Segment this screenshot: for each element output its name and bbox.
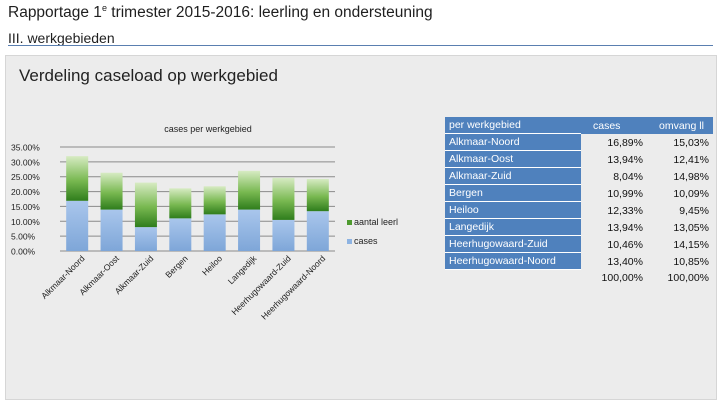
bar-aantal-leerl bbox=[203, 186, 226, 215]
legend-swatch bbox=[347, 220, 352, 225]
data-table: per werkgebied cases omvang ll Alkmaar-N… bbox=[445, 117, 713, 286]
table-row: Langedijk 13,94% 13,05% bbox=[445, 219, 713, 236]
x-tick-label: Heerhugowaard-Zuid bbox=[229, 253, 293, 317]
table-header-row: per werkgebied cases omvang ll bbox=[445, 117, 713, 134]
table-cell-cases: 13,40% bbox=[607, 255, 643, 268]
table-header-region: per werkgebied bbox=[445, 117, 581, 134]
table-cell-omvang: 14,98% bbox=[673, 170, 709, 183]
table-row: Heerhugowaard-Zuid 10,46% 14,15% bbox=[445, 236, 713, 253]
bar-aantal-leerl bbox=[134, 182, 157, 228]
legend-label: aantal leerl bbox=[354, 217, 398, 227]
bar-aantal-leerl bbox=[66, 156, 89, 201]
bar-cases bbox=[66, 200, 89, 251]
table-row: Alkmaar-Zuid 8,04% 14,98% bbox=[445, 168, 713, 185]
table-row: Alkmaar-Oost 13,94% 12,41% bbox=[445, 151, 713, 168]
bar-cases bbox=[134, 227, 157, 251]
y-tick-label: 0.00% bbox=[11, 247, 36, 257]
x-tick-label: Heiloo bbox=[200, 253, 224, 277]
bar-aantal-leerl bbox=[169, 188, 192, 219]
y-tick-label: 30.00% bbox=[11, 157, 40, 167]
table-cell-region: Heerhugowaard-Zuid bbox=[445, 236, 581, 253]
y-tick-label: 20.00% bbox=[11, 187, 40, 197]
bar-cases bbox=[306, 211, 329, 251]
table-cell-omvang: 12,41% bbox=[673, 153, 709, 166]
y-tick-label: 10.00% bbox=[11, 217, 40, 227]
table-row: Heerhugowaard-Noord 13,40% 10,85% bbox=[445, 253, 713, 270]
table-cell-region: Bergen bbox=[445, 185, 581, 202]
y-tick-label: 25.00% bbox=[11, 172, 40, 182]
table-cell-region: Heiloo bbox=[445, 202, 581, 219]
bar-aantal-leerl bbox=[306, 178, 329, 212]
bar-aantal-leerl bbox=[100, 172, 123, 210]
table-cell-cases: 13,94% bbox=[607, 221, 643, 234]
table-total-cases: 100,00% bbox=[601, 272, 643, 284]
table-total-omvang: 100,00% bbox=[667, 272, 709, 284]
page-title: Rapportage 1e trimester 2015-2016: leerl… bbox=[8, 3, 433, 22]
header-divider bbox=[8, 45, 713, 46]
legend-swatch bbox=[347, 239, 352, 244]
table-cell-cases: 12,33% bbox=[607, 204, 643, 217]
table-total-row: 100,00% 100,00% bbox=[445, 270, 713, 286]
x-tick-label: Bergen bbox=[163, 253, 190, 280]
table-cell-omvang: 10,85% bbox=[673, 255, 709, 268]
table-cell-region: Alkmaar-Zuid bbox=[445, 168, 581, 185]
bar-cases bbox=[100, 209, 123, 251]
table-row: Bergen 10,99% 10,09% bbox=[445, 185, 713, 202]
bar-cases bbox=[169, 218, 192, 251]
bar-cases bbox=[238, 209, 261, 251]
table-cell-region: Alkmaar-Oost bbox=[445, 151, 581, 168]
page-subtitle: III. werkgebieden bbox=[8, 30, 115, 46]
table-header-omvang: omvang ll bbox=[655, 117, 713, 134]
x-tick-label: Langedijk bbox=[226, 253, 259, 286]
bar-aantal-leerl bbox=[238, 170, 261, 210]
table-header-cases: cases bbox=[589, 117, 647, 134]
table-cell-region: Alkmaar-Noord bbox=[445, 134, 581, 151]
y-tick-label: 15.00% bbox=[11, 202, 40, 212]
x-tick-label: Heerhugowaard-Noord bbox=[259, 253, 327, 321]
table-row: Alkmaar-Noord 16,89% 15,03% bbox=[445, 134, 713, 151]
bar-cases bbox=[203, 214, 226, 251]
stacked-bar-chart: cases per werkgebied 0.00% 5.00% 10.00% 15.… bbox=[11, 124, 398, 322]
table-cell-omvang: 9,45% bbox=[679, 204, 709, 217]
bar-aantal-leerl bbox=[272, 177, 295, 220]
table-cell-omvang: 13,05% bbox=[673, 221, 709, 234]
panel-title: Verdeling caseload op werkgebied bbox=[19, 66, 278, 85]
table-cell-region: Langedijk bbox=[445, 219, 581, 236]
table-row: Heiloo 12,33% 9,45% bbox=[445, 202, 713, 219]
table-cell-omvang: 15,03% bbox=[673, 136, 709, 149]
table-cell-cases: 16,89% bbox=[607, 136, 643, 149]
table-cell-cases: 13,94% bbox=[607, 153, 643, 166]
legend-label: cases bbox=[354, 236, 378, 246]
bar-cases bbox=[272, 219, 295, 251]
table-cell-cases: 10,46% bbox=[607, 238, 643, 251]
table-cell-region: Heerhugowaard-Noord bbox=[445, 253, 581, 270]
table-cell-omvang: 14,15% bbox=[673, 238, 709, 251]
chart-title: cases per werkgebied bbox=[164, 124, 252, 134]
table-cell-cases: 8,04% bbox=[613, 170, 643, 183]
table-cell-omvang: 10,09% bbox=[673, 187, 709, 200]
content-panel: Verdeling caseload op werkgebied cases p… bbox=[5, 55, 717, 400]
y-tick-label: 5.00% bbox=[11, 232, 36, 242]
table-cell-cases: 10,99% bbox=[607, 187, 643, 200]
y-tick-label: 35.00% bbox=[11, 143, 40, 153]
